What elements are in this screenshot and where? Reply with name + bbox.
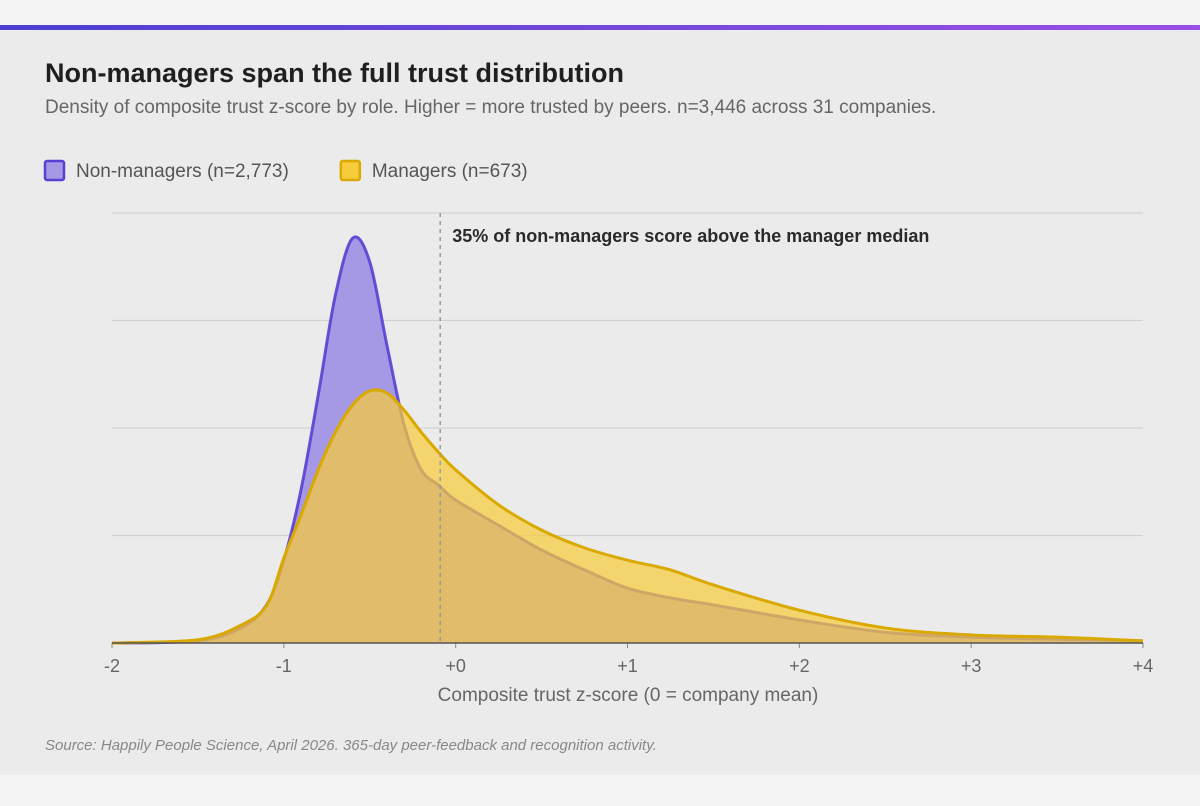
- x-tick-label: -1: [276, 656, 292, 676]
- x-tick-label: +4: [1133, 656, 1154, 676]
- legend-label: Non-managers (n=2,773): [76, 161, 289, 182]
- card: [0, 30, 1200, 775]
- legend-label: Managers (n=673): [372, 161, 528, 182]
- x-tick-label: +3: [961, 656, 982, 676]
- x-tick-label: -2: [104, 656, 120, 676]
- top-bar: [0, 25, 1200, 30]
- annotation: 35% of non-managers score above the mana…: [452, 226, 929, 246]
- density-area: [112, 389, 1143, 643]
- chart-title: Non-managers span the full trust distrib…: [45, 58, 624, 88]
- legend-swatch: [43, 159, 66, 182]
- x-tick-label: +1: [617, 656, 638, 676]
- chart-subtitle: Density of composite trust z-score by ro…: [45, 97, 936, 118]
- legend-swatch: [339, 159, 362, 182]
- x-tick-label: +0: [445, 656, 466, 676]
- source: Source: Happily People Science, April 20…: [45, 737, 657, 754]
- x-tick-label: +2: [789, 656, 810, 676]
- density-line: [111, 388, 1144, 645]
- x-axis-label: Composite trust z-score (0 = company mea…: [438, 685, 819, 706]
